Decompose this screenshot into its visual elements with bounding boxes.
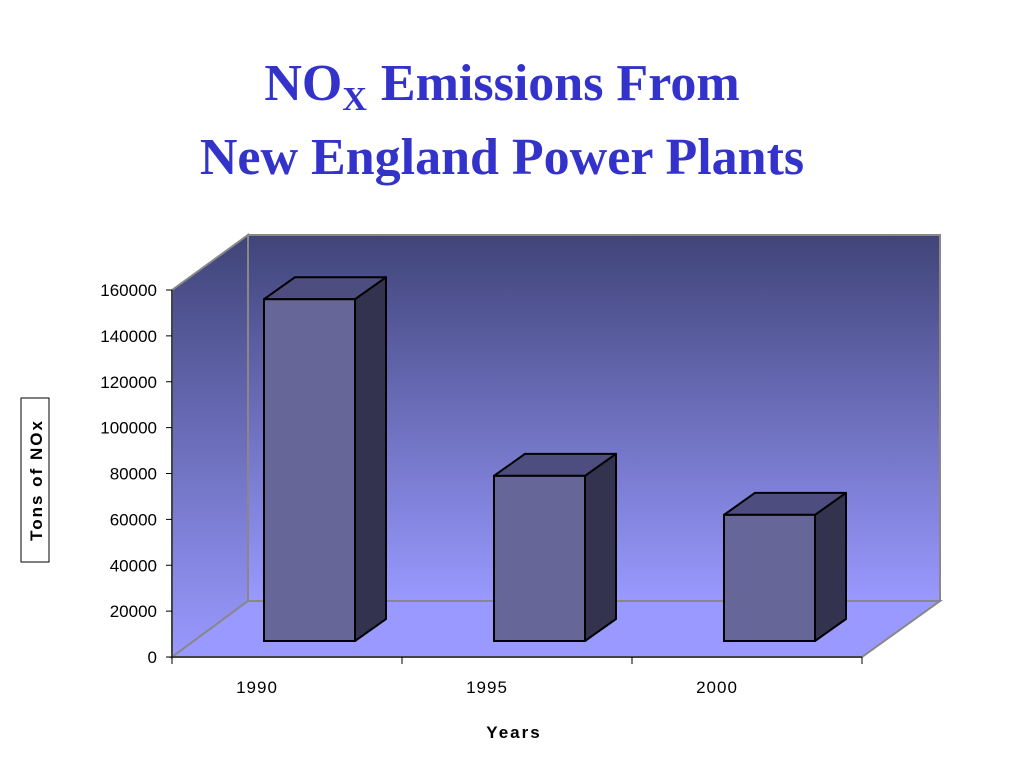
title-rest: Emissions From [381, 55, 740, 112]
bar-side [814, 491, 847, 642]
chart-title: NOX Emissions From [264, 55, 739, 118]
bar [493, 474, 586, 642]
bar-side [584, 452, 617, 642]
bar [263, 298, 356, 642]
y-tick-label: 0 [148, 648, 157, 667]
y-tick-label: 120000 [100, 373, 157, 392]
title-subscript: X [342, 81, 367, 118]
x-tick-label: 1990 [236, 678, 278, 697]
side-wall [171, 233, 249, 659]
x-axis-label: Years [486, 723, 541, 742]
y-tick-label: 40000 [110, 556, 157, 575]
y-tick-label: 60000 [110, 510, 157, 529]
y-tick-label: 160000 [100, 281, 157, 300]
y-label-frame [20, 397, 50, 563]
x-tick-label: 2000 [696, 678, 738, 697]
y-tick-label: 140000 [100, 327, 157, 346]
x-tick-label: 1995 [466, 678, 508, 697]
y-tick-label: 80000 [110, 465, 157, 484]
y-label-box: Tons of NOx [20, 397, 50, 563]
title-main: NO [264, 55, 342, 112]
bar [723, 513, 816, 642]
chart-title-line2: New England Power Plants [200, 129, 804, 186]
y-axis-label: Tons of NOx [27, 419, 46, 541]
bar-side [354, 276, 387, 642]
y-tick-label: 100000 [100, 419, 157, 438]
y-tick-label: 20000 [110, 602, 157, 621]
